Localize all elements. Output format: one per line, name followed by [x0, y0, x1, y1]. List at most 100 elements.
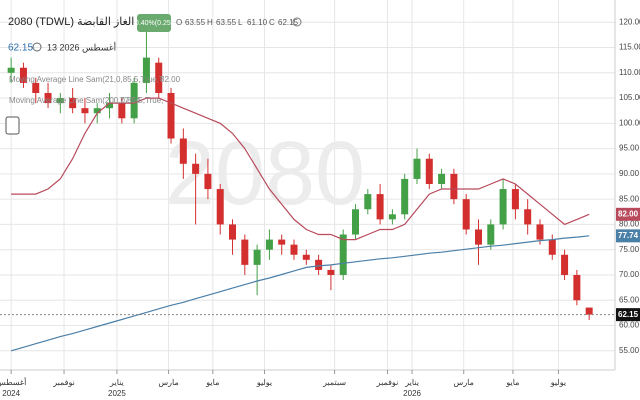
change-badge: 0.40%(0.25) — [135, 20, 173, 27]
x-tick-label: يناير — [404, 378, 419, 387]
collapse-button[interactable] — [5, 116, 20, 135]
y-tick-label: 80.00 — [619, 220, 640, 229]
x-tick-label: يوليو — [550, 378, 566, 387]
y-tick-label: 60.00 — [619, 321, 640, 330]
price-badge — [616, 207, 640, 221]
legend-label: Moving Average Line Sam(21,0,85,5,True,T — [9, 75, 164, 84]
year-label: 2024 — [2, 389, 20, 398]
y-tick-label: 105.00 — [619, 93, 640, 102]
candle-body — [401, 178, 409, 215]
year-label: 2025 — [108, 389, 126, 398]
settings-icon[interactable] — [292, 17, 302, 27]
candle-body — [561, 254, 569, 275]
candle-body — [167, 93, 175, 139]
candle-body — [524, 209, 532, 225]
candle-body — [192, 163, 200, 174]
candle-body — [7, 67, 15, 73]
change-badge-bg — [137, 14, 171, 32]
ohlc-value: 63.55 — [185, 18, 206, 27]
moving-average — [10, 235, 590, 352]
grid — [0, 0, 615, 370]
x-tick-label: مايو — [205, 378, 219, 387]
candle-body — [425, 158, 433, 184]
candle-body — [339, 234, 347, 275]
candle-body — [179, 138, 187, 164]
candle-body — [56, 98, 64, 104]
y-tick-label: 120.00 — [619, 17, 640, 26]
candle-body — [462, 199, 470, 230]
x-tick-label: أغسطس — [0, 376, 26, 387]
last-price: 62.15 — [8, 43, 33, 54]
ohlc-key: O — [176, 18, 182, 27]
candle-body — [290, 244, 298, 255]
x-tick-label: سبتمبر — [322, 378, 346, 387]
x-tick-label: مارس — [158, 378, 178, 387]
candle-body — [352, 209, 360, 235]
x-tick-label: نوفمبر — [376, 378, 399, 387]
candle-body — [19, 67, 27, 83]
candle-body — [106, 103, 114, 109]
candle-body — [499, 189, 507, 225]
candle-body — [204, 173, 212, 190]
ohlc-key: L — [238, 18, 243, 27]
price-badge-label: 82.00 — [618, 209, 639, 218]
candle-body — [376, 194, 384, 220]
ohlc-value: 61.10 — [247, 18, 268, 27]
clock-icon — [32, 42, 42, 52]
candle-body — [585, 307, 593, 315]
candle-body — [216, 189, 224, 225]
ohlc-key: H — [207, 18, 213, 27]
y-tick-label: 90.00 — [619, 169, 640, 178]
year-label: 2026 — [403, 389, 421, 398]
candle-body — [229, 224, 237, 240]
candle-body — [130, 82, 138, 119]
candle-body — [118, 103, 126, 119]
candle-body — [487, 224, 495, 245]
chart-title: 2080 (TDWL) الغاز القابضة — [8, 16, 134, 28]
x-tick-label: مارس — [454, 378, 474, 387]
candle-body — [44, 93, 52, 104]
candle-body — [253, 249, 261, 265]
y-tick-label: 75.00 — [619, 245, 640, 254]
ohlc: O 63.55 H 63.55 L 61.10 C 62.15 — [176, 18, 299, 27]
candle-body — [278, 239, 286, 245]
candle-body — [315, 259, 323, 270]
candle-body — [548, 239, 556, 255]
legend-label: Moving Average Line Sam(200,0,85,5,True, — [9, 96, 163, 105]
plot — [0, 27, 615, 352]
date: 13 أغسطس 2026 — [47, 40, 116, 53]
candle-body — [327, 269, 335, 275]
y-tick-label: 100.00 — [619, 118, 640, 127]
candle-body — [474, 229, 482, 245]
candle-body — [265, 239, 273, 250]
x-tick-label: نوفمبر — [52, 378, 75, 387]
candle-body — [302, 254, 310, 260]
price-badge-label: 77.74 — [618, 231, 639, 240]
candle-body — [413, 158, 421, 179]
candle-body — [511, 189, 519, 210]
price-badge — [616, 229, 640, 243]
candle-body — [450, 173, 458, 200]
y-tick-label: 115.00 — [619, 43, 640, 52]
candle-body — [573, 274, 581, 301]
ohlc-value: 62.15 — [278, 18, 299, 27]
candle-body — [142, 57, 150, 83]
ohlc-value: 63.55 — [216, 18, 237, 27]
legend-value: 82.00 — [160, 75, 181, 84]
y-tick-label: 110.00 — [619, 68, 640, 77]
candle-body — [241, 239, 249, 265]
x-tick-label: يوليو — [256, 378, 272, 387]
price-badge-label: 62.15 — [618, 310, 639, 319]
candle-body — [32, 82, 40, 94]
y-tick-label: 55.00 — [619, 346, 640, 355]
candle-body — [93, 108, 101, 114]
candle-body — [536, 224, 544, 240]
y-tick-label: 85.00 — [619, 194, 640, 203]
candle-body — [388, 214, 396, 220]
moving-average — [11, 97, 590, 241]
y-tick-label: 65.00 — [619, 295, 640, 304]
x-tick-label: مايو — [505, 378, 519, 387]
y-tick-label: 95.00 — [619, 144, 640, 153]
ohlc-key: C — [269, 18, 275, 27]
